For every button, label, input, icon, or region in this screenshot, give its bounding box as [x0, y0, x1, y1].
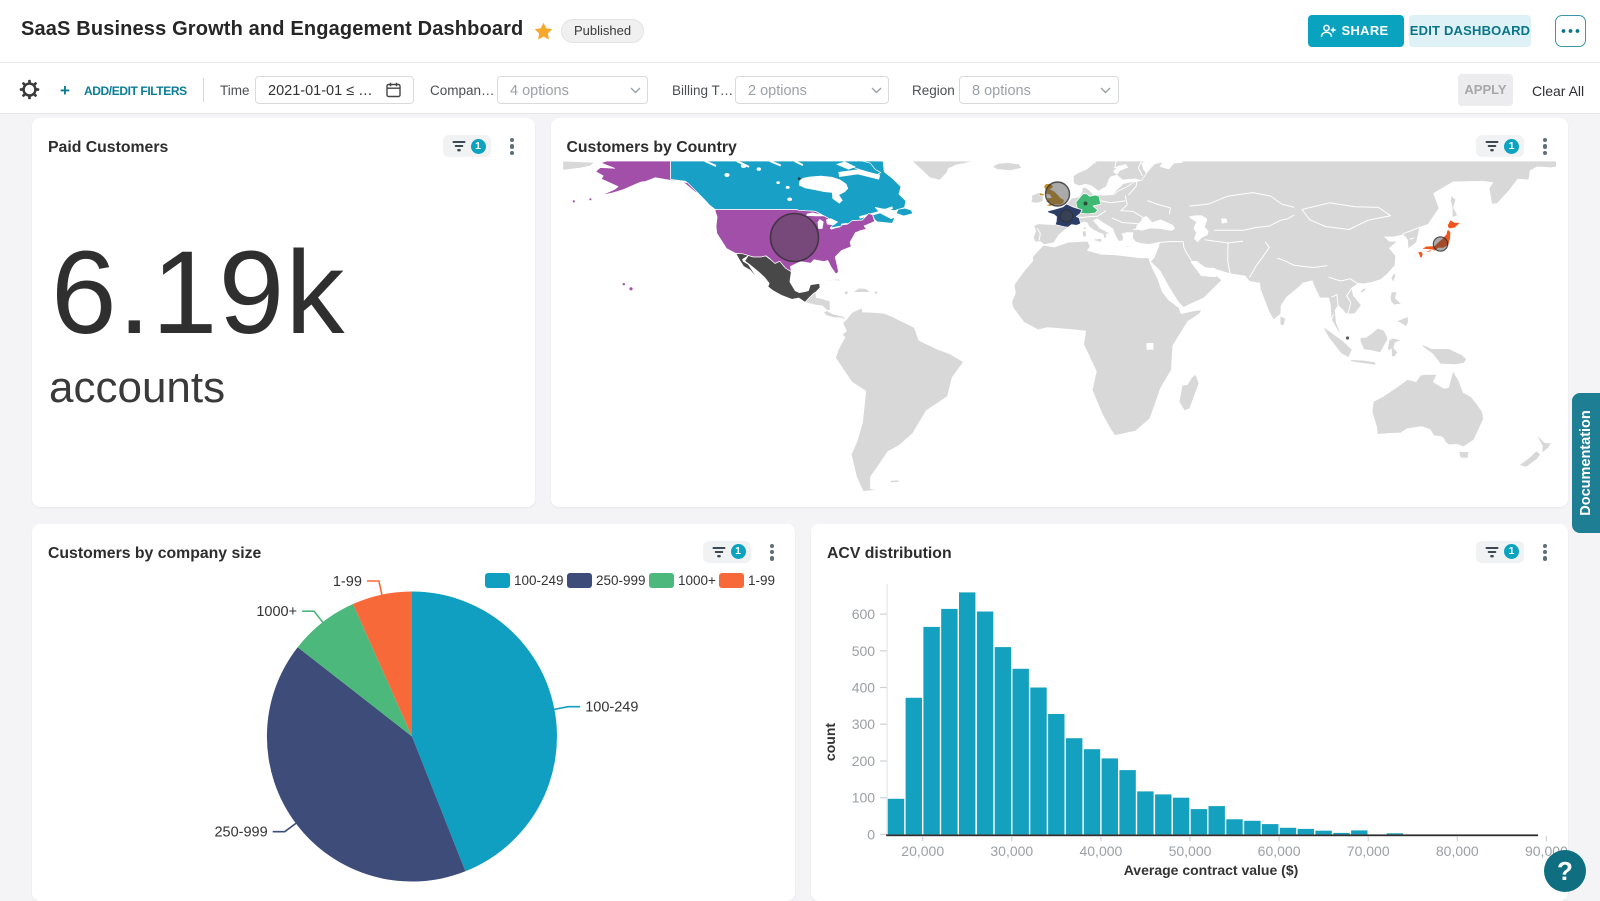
svg-text:count: count	[822, 722, 838, 760]
svg-text:0: 0	[867, 826, 875, 842]
svg-text:400: 400	[852, 679, 876, 695]
svg-text:1000+: 1000+	[256, 604, 297, 620]
svg-text:40,000: 40,000	[1079, 843, 1122, 859]
svg-text:50,000: 50,000	[1169, 843, 1212, 859]
svg-text:Average contract value ($): Average contract value ($)	[1124, 862, 1299, 878]
svg-text:80,000: 80,000	[1436, 843, 1479, 859]
svg-text:200: 200	[852, 753, 876, 769]
svg-text:70,000: 70,000	[1347, 843, 1390, 859]
svg-text:30,000: 30,000	[990, 843, 1033, 859]
svg-text:300: 300	[852, 716, 876, 732]
svg-text:60,000: 60,000	[1258, 843, 1301, 859]
svg-text:250-999: 250-999	[214, 824, 267, 840]
svg-text:20,000: 20,000	[901, 843, 944, 859]
svg-text:1-99: 1-99	[333, 574, 362, 590]
svg-text:100-249: 100-249	[585, 699, 638, 715]
svg-text:500: 500	[852, 642, 876, 658]
svg-text:100: 100	[852, 789, 876, 805]
svg-text:600: 600	[852, 606, 876, 622]
